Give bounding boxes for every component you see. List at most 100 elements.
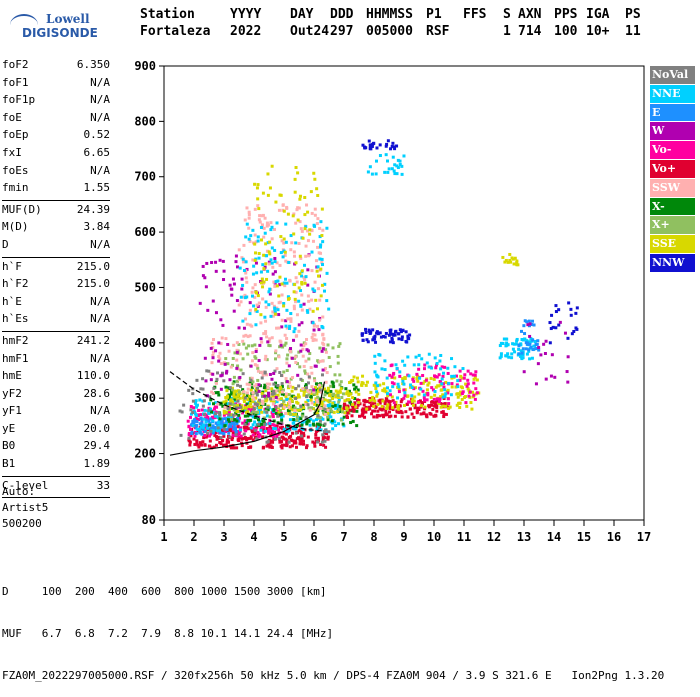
y-tick-label: 80 bbox=[142, 513, 156, 527]
data-point bbox=[271, 413, 275, 417]
data-point bbox=[525, 342, 529, 346]
data-point bbox=[386, 394, 390, 398]
data-point bbox=[201, 387, 205, 391]
data-point bbox=[294, 396, 298, 400]
data-point bbox=[442, 371, 446, 375]
data-point bbox=[293, 439, 297, 443]
data-point bbox=[334, 389, 338, 393]
data-point bbox=[404, 410, 408, 414]
param-value: 215.0 bbox=[76, 259, 110, 273]
data-point bbox=[506, 343, 510, 347]
data-point bbox=[519, 349, 523, 353]
data-point bbox=[189, 408, 193, 412]
data-point bbox=[378, 353, 382, 357]
param-row: h`F2 215.0 bbox=[2, 277, 110, 295]
param-row: h`F 215.0 bbox=[2, 260, 110, 278]
data-point bbox=[261, 419, 265, 423]
data-point bbox=[382, 387, 386, 391]
data-point bbox=[375, 394, 379, 398]
data-point bbox=[384, 144, 388, 148]
data-point bbox=[322, 429, 326, 433]
data-point bbox=[515, 259, 519, 263]
data-point bbox=[260, 391, 264, 395]
data-point bbox=[305, 395, 309, 399]
data-point bbox=[364, 331, 368, 335]
data-point bbox=[443, 394, 447, 398]
data-point bbox=[212, 402, 216, 406]
data-point bbox=[256, 204, 260, 208]
data-point bbox=[232, 309, 236, 313]
data-point bbox=[227, 428, 231, 432]
data-point bbox=[224, 443, 228, 447]
data-point bbox=[433, 390, 437, 394]
data-point bbox=[195, 441, 199, 445]
data-point bbox=[412, 379, 416, 383]
data-point bbox=[300, 269, 304, 273]
data-point bbox=[251, 438, 255, 442]
data-point bbox=[374, 340, 378, 344]
data-point bbox=[236, 379, 240, 383]
data-point bbox=[454, 385, 458, 389]
data-point bbox=[430, 403, 434, 407]
data-point bbox=[238, 375, 242, 379]
data-point bbox=[244, 235, 248, 239]
param-value: 20.0 bbox=[83, 421, 111, 435]
data-point bbox=[286, 295, 290, 299]
data-point bbox=[300, 282, 304, 286]
data-point bbox=[361, 338, 365, 342]
data-point bbox=[435, 403, 439, 407]
data-point bbox=[393, 147, 397, 151]
data-point bbox=[295, 280, 299, 284]
data-point bbox=[253, 363, 257, 367]
data-point bbox=[264, 319, 268, 323]
data-point bbox=[351, 419, 355, 423]
data-point bbox=[313, 213, 317, 217]
data-point bbox=[314, 418, 318, 422]
data-point bbox=[254, 261, 258, 265]
data-point bbox=[224, 337, 228, 341]
data-point bbox=[304, 388, 308, 392]
data-point bbox=[341, 422, 345, 426]
data-point bbox=[348, 392, 352, 396]
data-point bbox=[444, 392, 448, 396]
data-point bbox=[410, 401, 414, 405]
data-point bbox=[336, 394, 340, 398]
data-point bbox=[260, 340, 264, 344]
data-point bbox=[323, 368, 327, 372]
data-point bbox=[393, 163, 397, 167]
header-cell: PPS bbox=[554, 7, 578, 22]
data-point bbox=[323, 404, 327, 408]
data-point bbox=[282, 304, 286, 308]
data-point bbox=[286, 353, 290, 357]
data-point bbox=[368, 145, 372, 149]
data-point bbox=[357, 392, 361, 396]
data-point bbox=[219, 342, 223, 346]
data-point bbox=[412, 363, 416, 367]
data-point bbox=[388, 393, 392, 397]
data-point bbox=[217, 341, 221, 345]
data-point bbox=[433, 356, 437, 360]
data-point bbox=[288, 278, 292, 282]
data-point bbox=[351, 396, 355, 400]
data-point bbox=[270, 164, 274, 168]
data-point bbox=[265, 398, 269, 402]
legend-item: E bbox=[650, 103, 695, 122]
data-point bbox=[214, 269, 218, 273]
data-point bbox=[375, 414, 379, 418]
data-point bbox=[314, 382, 318, 386]
data-point bbox=[554, 310, 558, 314]
data-point bbox=[391, 399, 395, 403]
data-point bbox=[243, 218, 247, 222]
data-point bbox=[460, 376, 464, 380]
data-point bbox=[357, 398, 361, 402]
data-point bbox=[402, 154, 406, 158]
param-value: N/A bbox=[90, 163, 110, 177]
data-point bbox=[450, 382, 454, 386]
data-point bbox=[282, 237, 286, 241]
data-point bbox=[205, 261, 209, 265]
data-point bbox=[239, 426, 243, 430]
data-point bbox=[241, 257, 245, 261]
data-point bbox=[263, 394, 267, 398]
data-point bbox=[302, 343, 306, 347]
data-point bbox=[444, 380, 448, 384]
